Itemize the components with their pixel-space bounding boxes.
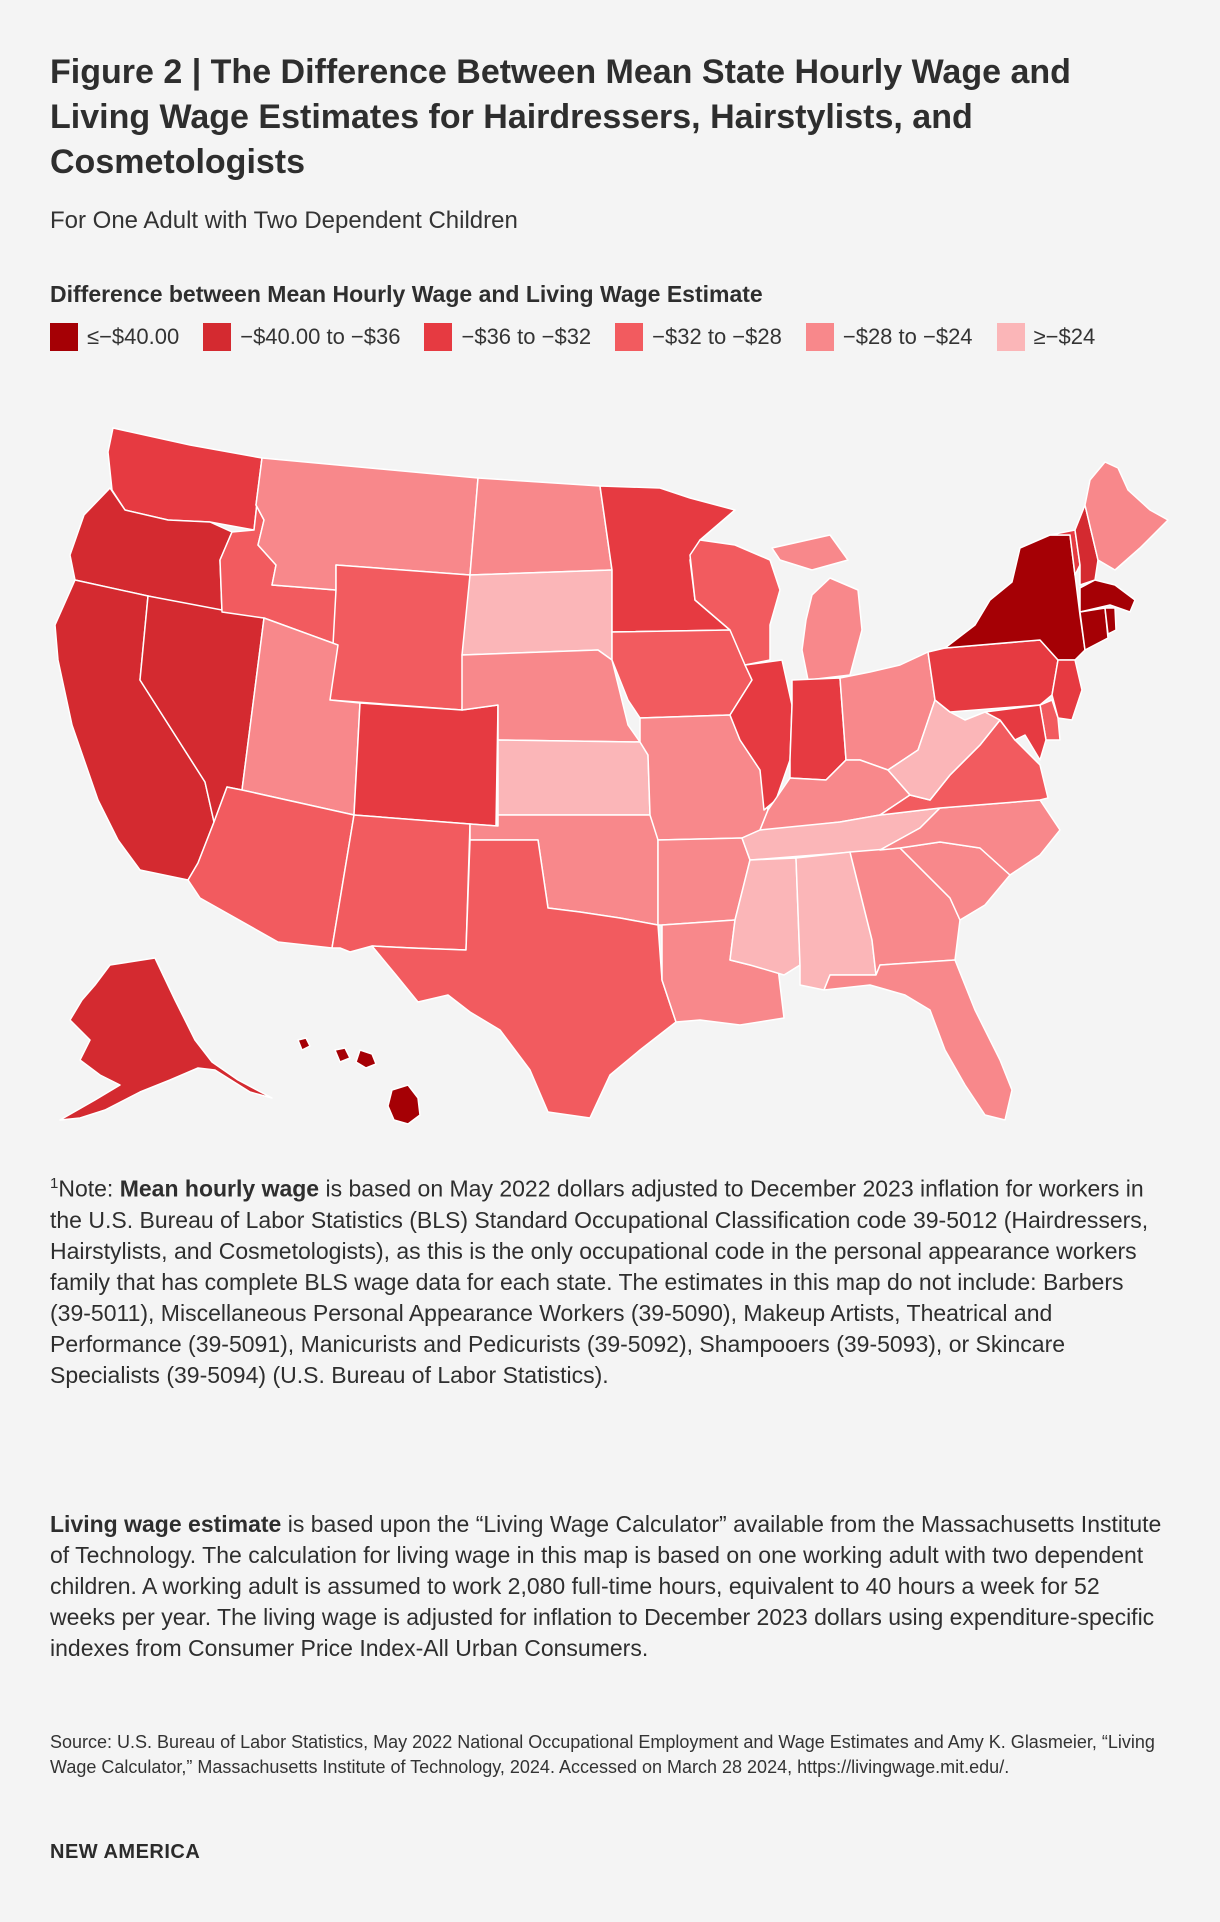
legend-swatch-bin-5 xyxy=(996,323,1025,351)
legend-label-bin-5: ≥−$24 xyxy=(1033,324,1096,349)
state-ct xyxy=(1079,607,1109,651)
legend-label-bin-2: −$36 to −$32 xyxy=(461,324,592,349)
state-hi-maui xyxy=(355,1049,377,1069)
note-living-wage: Living wage estimate is based upon the “… xyxy=(50,1509,1170,1664)
state-hi-oahu xyxy=(334,1047,351,1063)
state-il xyxy=(729,659,793,811)
footnote-marker: 1 xyxy=(50,1175,59,1192)
state-co xyxy=(353,702,499,827)
state-wi xyxy=(689,539,781,666)
state-vt xyxy=(1049,529,1081,576)
brand-logo-text: NEW AMERICA xyxy=(50,1841,201,1863)
legend-item-bin-3: −$32 to −$28 xyxy=(615,323,782,351)
state-me xyxy=(1084,461,1169,571)
legend-swatch-bin-2 xyxy=(424,323,453,351)
legend: ≤−$40.00 −$40.00 to −$36 −$36 to −$32 −$… xyxy=(50,323,1170,351)
note-mean-term: Mean hourly wage xyxy=(119,1175,320,1202)
state-nd xyxy=(469,477,613,576)
state-md xyxy=(984,704,1047,761)
state-mi xyxy=(771,534,849,571)
state-in xyxy=(789,677,847,781)
legend-swatch-bin-0 xyxy=(50,323,78,351)
note-mean-hourly-wage: 1Note: Mean hourly wage is based on May … xyxy=(50,1168,1170,1391)
figure-title: Figure 2 | The Difference Between Mean S… xyxy=(50,53,1071,181)
legend-swatch-bin-3 xyxy=(615,323,644,351)
state-nc xyxy=(879,799,1061,876)
legend-item-bin-0: ≤−$40.00 xyxy=(50,323,179,351)
map-svg xyxy=(54,427,1169,1125)
us-choropleth-map xyxy=(30,408,1200,1168)
state-ar xyxy=(657,837,751,926)
state-tx xyxy=(371,839,677,1119)
note-living-text: is based upon the “Living Wage Calculato… xyxy=(50,1511,1162,1661)
state-sd xyxy=(461,569,613,661)
state-hi xyxy=(387,1084,421,1125)
legend-label-bin-4: −$28 to −$24 xyxy=(842,324,973,349)
legend-swatch-bin-4 xyxy=(805,323,834,351)
state-nj xyxy=(1051,659,1083,721)
state-nm xyxy=(331,814,471,953)
legend-title: Difference between Mean Hourly Wage and … xyxy=(50,281,763,307)
state-ia xyxy=(611,629,753,719)
state-ny xyxy=(944,534,1086,661)
note-prefix: Note: xyxy=(58,1175,120,1202)
legend-label-bin-0: ≤−$40.00 xyxy=(87,324,180,349)
state-pa xyxy=(927,639,1059,713)
legend-item-bin-2: −$36 to −$32 xyxy=(424,323,591,351)
state-mi-lower xyxy=(801,577,863,681)
legend-label-bin-3: −$32 to −$28 xyxy=(652,324,782,349)
legend-swatch-bin-1 xyxy=(203,323,232,351)
note-mean-text: is based on May 2022 dollars adjusted to… xyxy=(50,1175,1149,1388)
legend-item-bin-5: ≥−$24 xyxy=(996,323,1096,351)
state-wy xyxy=(329,564,471,711)
state-ak xyxy=(59,957,273,1121)
state-hi-kauai xyxy=(297,1037,311,1051)
state-ks xyxy=(497,739,651,816)
note-living-term: Living wage estimate xyxy=(50,1511,282,1537)
source-citation: Source: U.S. Bureau of Labor Statistics,… xyxy=(50,1732,1155,1777)
legend-item-bin-4: −$28 to −$24 xyxy=(805,323,973,351)
figure-subtitle: For One Adult with Two Dependent Childre… xyxy=(50,207,518,234)
state-ri xyxy=(1104,607,1117,635)
legend-label-bin-1: −$40.00 to −$36 xyxy=(240,324,401,349)
legend-item-bin-1: −$40.00 to −$36 xyxy=(203,323,400,351)
state-ma xyxy=(1079,579,1136,613)
state-fl xyxy=(823,959,1013,1121)
